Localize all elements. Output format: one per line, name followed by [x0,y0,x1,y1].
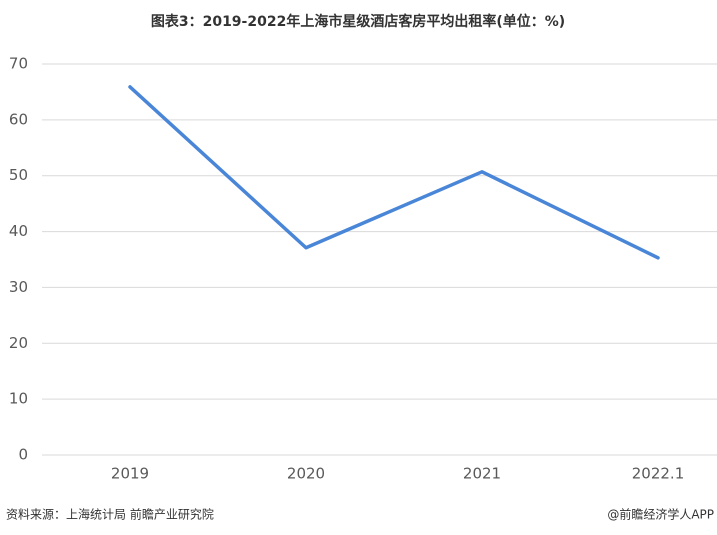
line-series [128,85,660,260]
chart-title: 图表3：2019-2022年上海市星级酒店客房平均出租率(单位：%) [151,13,565,30]
source: 资料来源：上海统计局 前瞻产业研究院 [6,507,214,522]
x-tick-label: 2019 [111,465,149,483]
y-tick-label: 30 [9,278,28,296]
x-tick-label: 2021 [463,465,501,483]
credit: @前瞻经济学人APP [607,507,714,522]
y-tick-label: 40 [9,222,28,240]
y-tick-label: 60 [9,110,28,128]
y-tick-label: 70 [9,55,28,73]
x-tick-label: 2022.1 [632,465,685,483]
y-tick-label: 50 [9,166,28,184]
y-tick-label: 10 [9,390,28,408]
x-tick-label: 2020 [287,465,325,483]
y-tick-label: 20 [9,334,28,352]
y-tick-label: 0 [18,446,28,464]
